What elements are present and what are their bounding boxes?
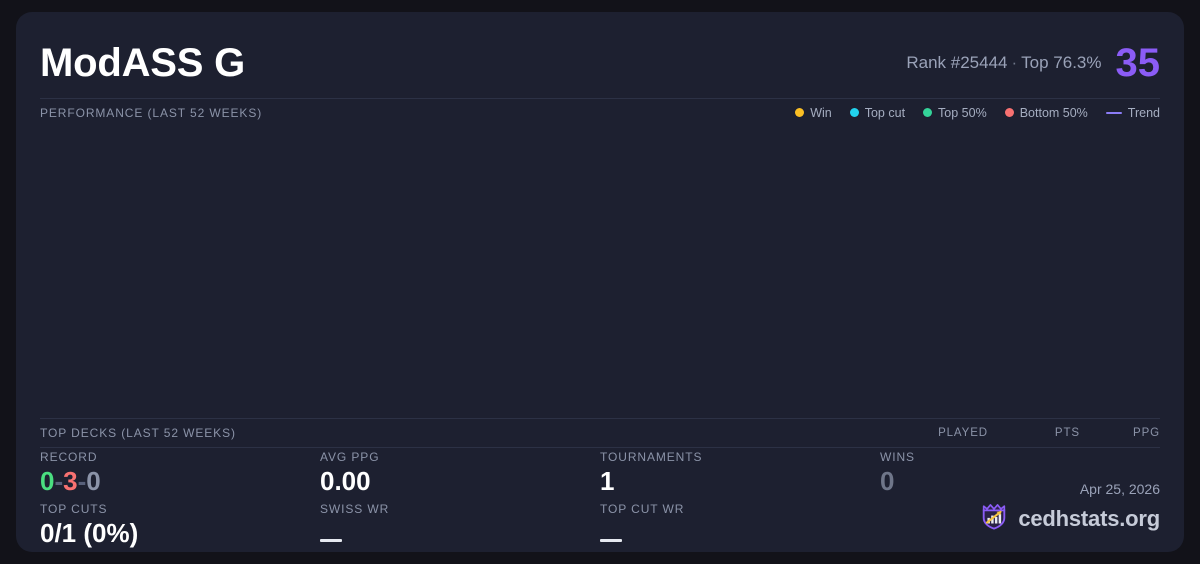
stat-swiss-wr: SWISS WR bbox=[320, 502, 600, 552]
stat-label: WINS bbox=[880, 450, 915, 464]
stats-grid: RECORD 0-3-0 AVG PPG 0.00 TOURNAMENTS 1 … bbox=[40, 450, 1160, 552]
record-draws: 0 bbox=[86, 466, 101, 496]
card-footer: Apr 25, 2026 cedhstats.org bbox=[979, 481, 1160, 536]
performance-chart-plot[interactable] bbox=[40, 128, 1160, 414]
legend-label: Top 50% bbox=[938, 105, 987, 120]
record-separator: - bbox=[54, 466, 64, 496]
legend-item-win[interactable]: Win bbox=[795, 106, 832, 120]
top-decks-section-label: TOP DECKS (LAST 52 WEEKS) bbox=[40, 426, 236, 440]
score-value: 35 bbox=[1115, 41, 1161, 85]
record-wins: 0 bbox=[40, 466, 55, 496]
legend-dot-icon bbox=[849, 108, 859, 117]
empty-value-dash-icon bbox=[320, 539, 342, 542]
stat-label: SWISS WR bbox=[320, 502, 390, 516]
shield-chart-logo-icon bbox=[979, 501, 1009, 536]
stat-value-wins: 0 bbox=[880, 466, 895, 496]
legend-label: Top cut bbox=[864, 105, 906, 120]
stat-top-cuts: TOP CUTS 0/1 (0%) bbox=[40, 502, 320, 552]
stat-label: AVG PPG bbox=[320, 450, 380, 464]
legend-label: Bottom 50% bbox=[1019, 105, 1088, 120]
stat-record: RECORD 0-3-0 bbox=[40, 450, 320, 502]
stat-label: RECORD bbox=[40, 450, 98, 464]
column-header-pts: PTS bbox=[1054, 427, 1080, 439]
rank-number: Rank #25444 bbox=[906, 53, 1008, 72]
column-header-ppg: PPG bbox=[1133, 427, 1160, 439]
performance-section-label: PERFORMANCE (LAST 52 WEEKS) bbox=[40, 105, 263, 120]
stat-value-swiss-wr bbox=[320, 520, 600, 547]
generated-date: Apr 25, 2026 bbox=[1079, 481, 1160, 497]
rank-meta: Rank #25444 · Top 76.3% bbox=[906, 53, 1101, 73]
legend-dot-icon bbox=[795, 108, 805, 117]
page-title: ModASS G bbox=[40, 41, 246, 85]
legend-item-bottom-50[interactable]: Bottom 50% bbox=[1004, 105, 1088, 120]
stat-value-top-cuts: 0/1 (0%) bbox=[40, 518, 139, 548]
top-decks-columns: PLAYED PTS PPG bbox=[868, 427, 1160, 439]
stat-value-tournaments: 1 bbox=[600, 466, 615, 496]
legend-line-icon bbox=[1105, 111, 1122, 114]
stat-value-top-cut-wr bbox=[600, 520, 880, 547]
stat-label: TOP CUT WR bbox=[600, 502, 685, 516]
record-separator: - bbox=[77, 466, 87, 496]
brand-name: cedhstats.org bbox=[1018, 505, 1160, 531]
legend-item-top-50[interactable]: Top 50% bbox=[923, 106, 987, 120]
card-header: ModASS G Rank #25444 · Top 76.3% 35 bbox=[40, 30, 1160, 96]
stat-value-avg-ppg: 0.00 bbox=[320, 466, 371, 496]
column-header-played: PLAYED bbox=[938, 427, 988, 439]
top-decks-header: TOP DECKS (LAST 52 WEEKS) PLAYED PTS PPG bbox=[40, 418, 1160, 448]
rank-separator: · bbox=[1011, 53, 1018, 72]
stat-value-record: 0-3-0 bbox=[40, 466, 320, 496]
rank-summary: Rank #25444 · Top 76.3% 35 bbox=[906, 43, 1160, 83]
player-stats-card: ModASS G Rank #25444 · Top 76.3% 35 PERFOR… bbox=[16, 12, 1184, 552]
stat-top-cut-wr: TOP CUT WR bbox=[600, 502, 880, 552]
stat-wins: WINS 0 bbox=[880, 450, 1160, 502]
legend-dot-icon bbox=[923, 108, 933, 117]
legend-label: Trend bbox=[1127, 105, 1160, 120]
performance-header: PERFORMANCE (LAST 52 WEEKS) Win Top cut … bbox=[40, 98, 1160, 126]
empty-value-dash-icon bbox=[600, 539, 622, 542]
legend-item-trend[interactable]: Trend bbox=[1105, 105, 1160, 120]
legend-dot-icon bbox=[1004, 108, 1014, 117]
stat-tournaments: TOURNAMENTS 1 bbox=[600, 450, 880, 502]
top-percent: Top 76.3% bbox=[1021, 53, 1102, 72]
chart-legend: Win Top cut Top 50% Bottom 50% Trend bbox=[795, 106, 1160, 120]
record-losses: 3 bbox=[63, 466, 78, 496]
brand[interactable]: cedhstats.org bbox=[979, 501, 1160, 536]
stat-label: TOURNAMENTS bbox=[600, 450, 703, 464]
legend-label: Win bbox=[810, 105, 832, 120]
legend-item-top-cut[interactable]: Top cut bbox=[849, 105, 906, 120]
stat-avg-ppg: AVG PPG 0.00 bbox=[320, 450, 600, 502]
stat-label: TOP CUTS bbox=[40, 502, 108, 516]
